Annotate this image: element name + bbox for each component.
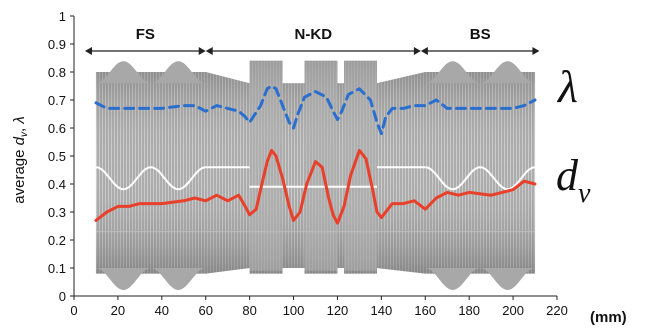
region-arrowhead [413, 47, 421, 55]
y-tick-label: 1 [59, 9, 66, 24]
series-line-dv [94, 148, 537, 225]
region-annotations: FS N-KD BS [84, 26, 540, 55]
region-arrowhead [205, 47, 213, 55]
region-label: FS [136, 26, 155, 43]
y-tick-label: 0.6 [48, 121, 66, 136]
x-tick-label: 100 [283, 303, 305, 318]
x-tick-label: 160 [414, 303, 436, 318]
region-arrowhead [84, 47, 92, 55]
region-arrowhead [198, 47, 206, 55]
y-tick-label: 0 [59, 289, 66, 304]
dv-subscript: v [578, 178, 591, 209]
x-tick-label: 120 [327, 303, 349, 318]
x-tick-label: 20 [111, 303, 125, 318]
x-tick-label: 40 [155, 303, 169, 318]
dv-symbol-label: dv [556, 151, 591, 209]
x-tick-label: 80 [242, 303, 256, 318]
x-tick-label: 200 [502, 303, 524, 318]
x-tick-label: 180 [458, 303, 480, 318]
y-tick-label: 0.3 [48, 205, 66, 220]
x-axis-unit: (mm) [590, 309, 627, 326]
y-axis-label: average dv, λ [11, 116, 30, 203]
axes: 0 20 40 60 80 100 120 140 160 180 200 220 0 0.1 0.2 0.3… [48, 9, 568, 318]
y-tick-label: 0.2 [48, 233, 66, 248]
x-tick-label: 220 [546, 303, 568, 318]
background-image-layer [95, 60, 536, 290]
x-tick-label: 60 [198, 303, 212, 318]
series-line-lambda [94, 84, 537, 136]
region-label: N-KD [295, 26, 333, 43]
region-arrowhead [532, 47, 540, 55]
y-tick-label: 0.7 [48, 93, 66, 108]
series-layer [94, 84, 537, 225]
x-tick-label: 0 [70, 303, 77, 318]
y-tick-label: 0.4 [48, 177, 66, 192]
y-tick-label: 0.8 [48, 65, 66, 80]
lambda-symbol-label: λ [556, 61, 578, 112]
region-label: BS [470, 26, 491, 43]
region-arrowhead [420, 47, 428, 55]
y-tick-label: 0.1 [48, 261, 66, 276]
y-tick-label: 0.9 [48, 37, 66, 52]
y-tick-label: 0.5 [48, 149, 66, 164]
dv-main: d [556, 151, 579, 200]
x-tick-label: 140 [371, 303, 393, 318]
